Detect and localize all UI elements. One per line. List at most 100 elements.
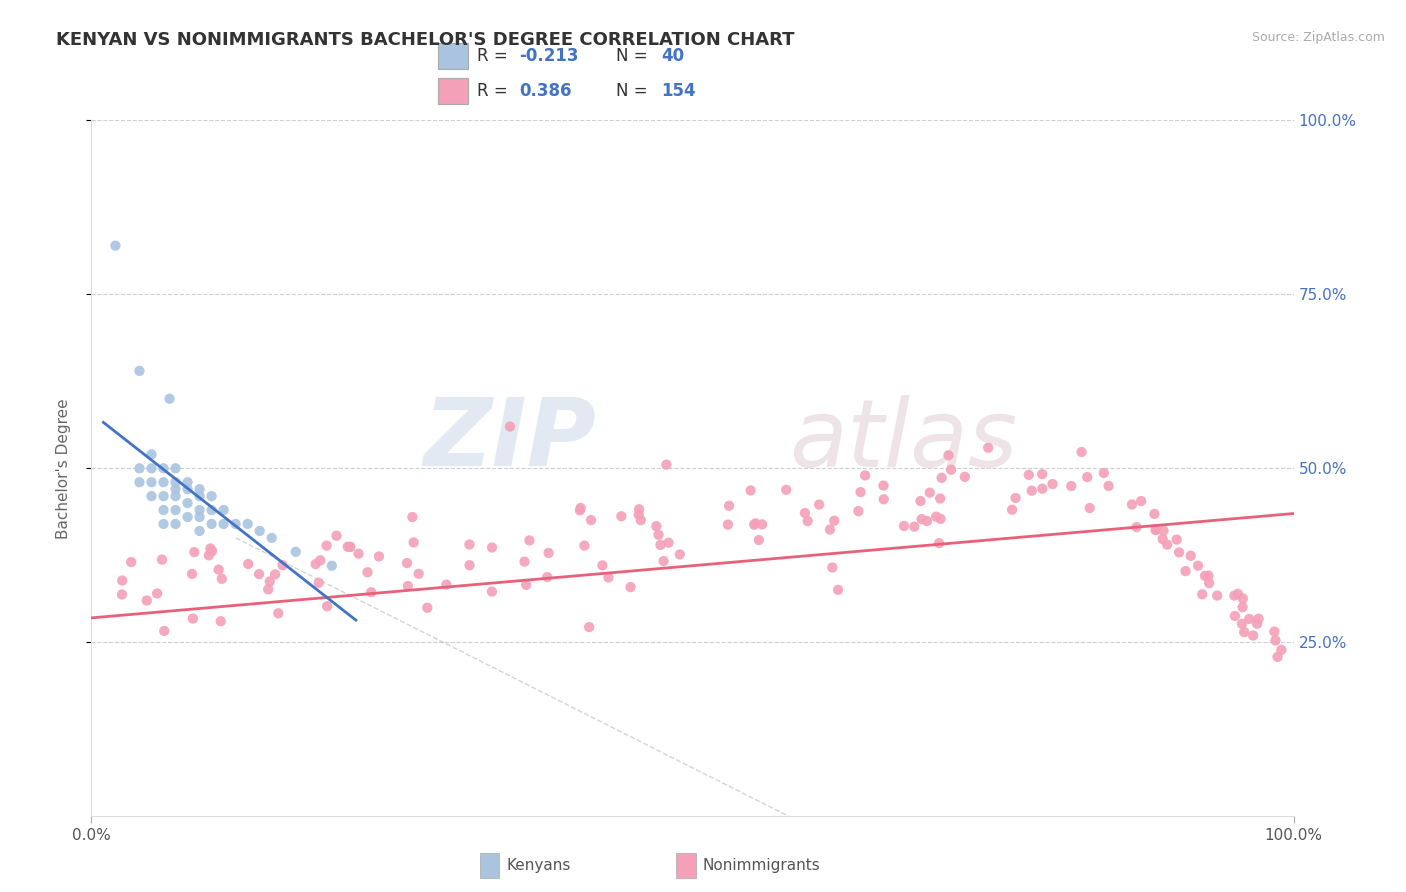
Point (396, 556, 419, 570)
Point (1156, 538, 1178, 552)
Point (238, 557, 260, 571)
Point (1121, 498, 1143, 512)
Point (165, 461, 187, 475)
Point (929, 512, 952, 526)
Point (647, 528, 669, 542)
Point (872, 478, 894, 492)
Point (152, 475, 174, 490)
Point (953, 470, 976, 484)
Point (1125, 520, 1147, 534)
Point (211, 572, 233, 586)
Point (1191, 587, 1213, 601)
Text: Nonimmigrants: Nonimmigrants (703, 858, 821, 872)
Point (181, 566, 204, 581)
Point (1001, 502, 1024, 516)
Point (104, 238, 127, 252)
Point (408, 566, 430, 581)
Text: R =: R = (477, 82, 513, 100)
Point (150, 552, 173, 566)
Point (165, 475, 187, 490)
Point (808, 498, 831, 512)
Point (458, 558, 481, 573)
Point (1247, 612, 1270, 626)
Point (568, 503, 591, 517)
FancyBboxPatch shape (437, 44, 468, 69)
Point (481, 584, 503, 599)
Text: ZIP: ZIP (423, 394, 596, 486)
Point (201, 489, 224, 503)
Point (257, 582, 280, 597)
Point (1246, 616, 1268, 631)
Point (402, 535, 425, 549)
Point (849, 485, 872, 500)
Point (368, 549, 391, 564)
Point (821, 560, 844, 574)
Point (165, 503, 187, 517)
Point (165, 489, 187, 503)
Point (146, 586, 169, 600)
Point (740, 483, 762, 498)
Point (873, 492, 896, 507)
Point (1130, 494, 1153, 508)
Text: 0.386: 0.386 (520, 82, 572, 100)
Point (578, 620, 600, 634)
Point (141, 475, 163, 490)
Point (1144, 523, 1167, 537)
Point (201, 503, 224, 517)
Point (360, 585, 382, 599)
Point (1060, 479, 1083, 493)
Point (853, 468, 876, 483)
Point (176, 510, 198, 524)
Text: N =: N = (616, 82, 654, 100)
Point (1263, 624, 1285, 639)
Point (481, 541, 503, 555)
Point (1166, 533, 1188, 547)
Point (1180, 549, 1202, 563)
Point (1232, 600, 1254, 615)
Point (1239, 612, 1261, 626)
Point (141, 461, 163, 475)
Point (1187, 558, 1209, 573)
Point (645, 519, 668, 533)
Point (619, 580, 641, 594)
Point (165, 482, 187, 496)
Point (212, 516, 235, 531)
Point (1168, 545, 1191, 559)
Point (267, 607, 290, 621)
Point (347, 547, 370, 561)
Point (569, 500, 592, 515)
Point (336, 540, 359, 554)
Point (610, 509, 633, 524)
Point (1153, 524, 1175, 538)
Point (141, 447, 163, 461)
Point (1031, 482, 1053, 496)
Point (925, 509, 948, 524)
Point (848, 504, 870, 518)
Point (1233, 625, 1256, 640)
Point (208, 563, 231, 577)
Point (153, 624, 176, 638)
Point (152, 461, 174, 475)
Point (1267, 649, 1289, 664)
Point (1021, 483, 1043, 498)
Point (111, 574, 134, 588)
Point (339, 540, 361, 554)
Text: 154: 154 (662, 82, 696, 100)
Point (657, 535, 679, 549)
Text: N =: N = (616, 47, 654, 65)
Point (893, 519, 915, 533)
Point (225, 516, 247, 531)
Point (513, 555, 536, 569)
Point (1031, 467, 1053, 482)
Point (748, 533, 770, 547)
Point (915, 514, 938, 528)
Point (1092, 466, 1115, 480)
Point (308, 575, 330, 590)
Point (188, 524, 211, 538)
Point (1146, 522, 1168, 536)
Point (655, 458, 678, 472)
Point (176, 475, 198, 490)
Point (928, 536, 950, 550)
Point (818, 523, 841, 537)
Point (650, 538, 672, 552)
